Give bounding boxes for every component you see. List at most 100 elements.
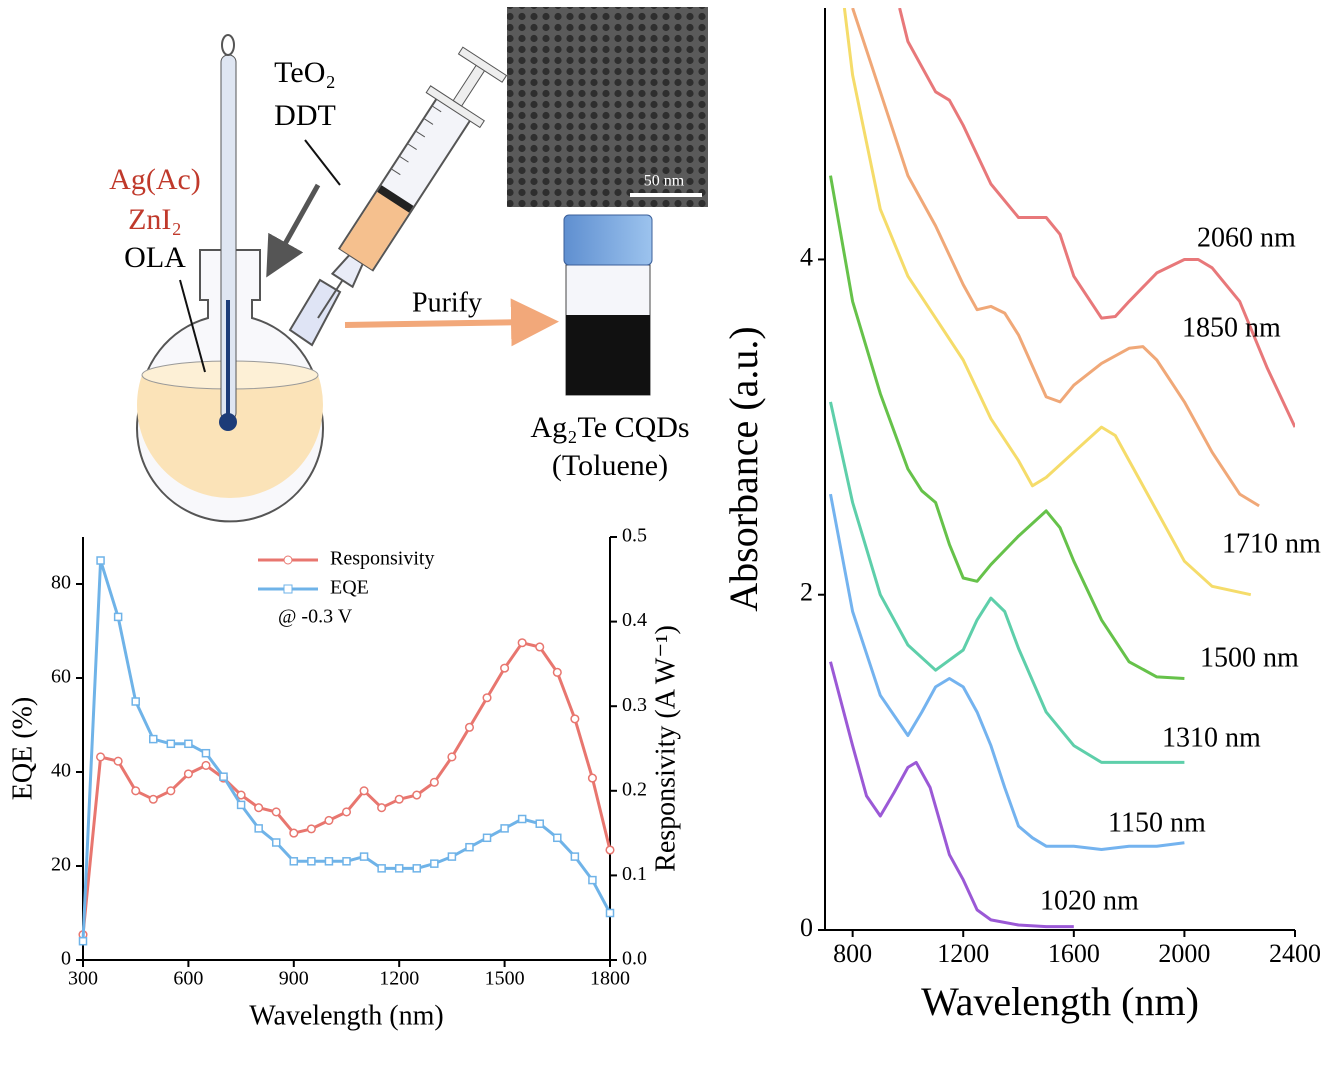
marker (166, 786, 176, 796)
series-line (842, 8, 1252, 597)
annotation: @ -0.3 V (278, 606, 353, 628)
series-line (829, 401, 1185, 764)
schematic: TeO₂ DDT Ag(Ac) ZnI₂ OLA Purify 50 nm Ag… (109, 7, 708, 523)
marker (201, 760, 211, 770)
marker (236, 800, 246, 810)
y-tick-label: 40 (51, 760, 71, 782)
y-tick-label: 2 (800, 578, 813, 607)
reagent-label: OLA (124, 241, 186, 274)
marker (412, 790, 422, 800)
reagent-label: Ag(Ac) (109, 163, 201, 196)
marker (113, 612, 123, 622)
vial-cap (563, 214, 653, 266)
series-label: 2060 nm (1197, 222, 1296, 253)
marker (570, 714, 580, 724)
plot-area (78, 556, 615, 946)
marker (271, 838, 281, 847)
series-line (81, 641, 612, 935)
marker (166, 739, 176, 749)
series-line (829, 493, 1185, 851)
marker (429, 777, 439, 787)
marker (184, 739, 193, 749)
marker (131, 697, 140, 706)
y-tick-label: 60 (51, 666, 71, 688)
series-label: 1850 nm (1182, 312, 1281, 343)
marker (324, 815, 334, 825)
y-tick-label: 20 (51, 854, 71, 876)
marker (377, 864, 386, 873)
x-tick-label: 600 (173, 968, 203, 990)
marker (78, 936, 88, 946)
x-axis-label: Wavelength (nm) (249, 1000, 443, 1031)
marker (482, 833, 492, 843)
y-tick-label: 0 (800, 913, 813, 942)
marker (430, 859, 439, 868)
legend-label: Responsivity (330, 548, 434, 570)
marker (447, 852, 457, 861)
marker (113, 756, 123, 766)
series-label: 1710 nm (1222, 528, 1321, 559)
side-neck (288, 278, 342, 347)
marker (464, 722, 475, 732)
arrow-label: Purify (412, 287, 482, 318)
plot-area (829, 8, 1295, 929)
x-tick-label: 2000 (1158, 939, 1210, 968)
marker (447, 752, 457, 762)
marker (306, 824, 316, 834)
series-label: 1020 nm (1040, 885, 1139, 916)
y2-tick-label: 0.2 (622, 778, 647, 800)
marker (500, 824, 509, 833)
marker (341, 807, 352, 817)
x-axis-label: Wavelength (nm) (921, 979, 1199, 1024)
y2-tick-label: 0.0 (622, 948, 647, 970)
marker (254, 824, 263, 833)
x-tick-label: 300 (68, 968, 98, 990)
marker (148, 794, 158, 804)
series-label: 1150 nm (1108, 807, 1206, 838)
thermometer-bulb (219, 413, 237, 431)
marker (359, 786, 369, 796)
series-label: 1500 nm (1200, 642, 1299, 673)
marker (271, 807, 281, 817)
marker (96, 556, 105, 565)
marker (412, 864, 422, 873)
scale-label: 50 nm (644, 173, 685, 190)
marker (236, 790, 246, 800)
x-tick-label: 1800 (590, 968, 630, 990)
series-line (829, 175, 1185, 680)
marker (377, 803, 387, 813)
marker (219, 772, 228, 781)
marker (342, 857, 351, 866)
marker (183, 769, 193, 779)
y2-tick-label: 0.4 (622, 609, 647, 631)
marker (289, 828, 299, 838)
marker (201, 748, 211, 758)
vial-solution (566, 315, 650, 395)
x-tick-label: 1200 (937, 939, 989, 968)
legend-marker (283, 584, 293, 594)
marker (605, 845, 615, 855)
y2-tick-label: 0.3 (622, 694, 647, 716)
marker (254, 803, 264, 813)
marker (289, 857, 299, 866)
y2-tick-label: 0.5 (622, 525, 647, 547)
y-tick-label: 80 (51, 572, 71, 594)
marker (535, 819, 544, 828)
marker (588, 875, 597, 885)
addition-arrow (266, 183, 321, 278)
series-line (851, 8, 1260, 508)
leader-line (304, 139, 341, 186)
x-tick-label: 1600 (1048, 939, 1100, 968)
leader-line (179, 279, 206, 373)
marker (482, 693, 492, 703)
series-label: 1310 nm (1162, 722, 1261, 753)
thermometer-loop (221, 34, 235, 56)
syringe (317, 46, 508, 319)
marker (500, 663, 510, 673)
x-tick-label: 2400 (1269, 939, 1321, 968)
y-tick-label: 0 (61, 948, 71, 970)
marker (324, 857, 334, 866)
marker (465, 842, 474, 852)
marker (149, 734, 158, 744)
